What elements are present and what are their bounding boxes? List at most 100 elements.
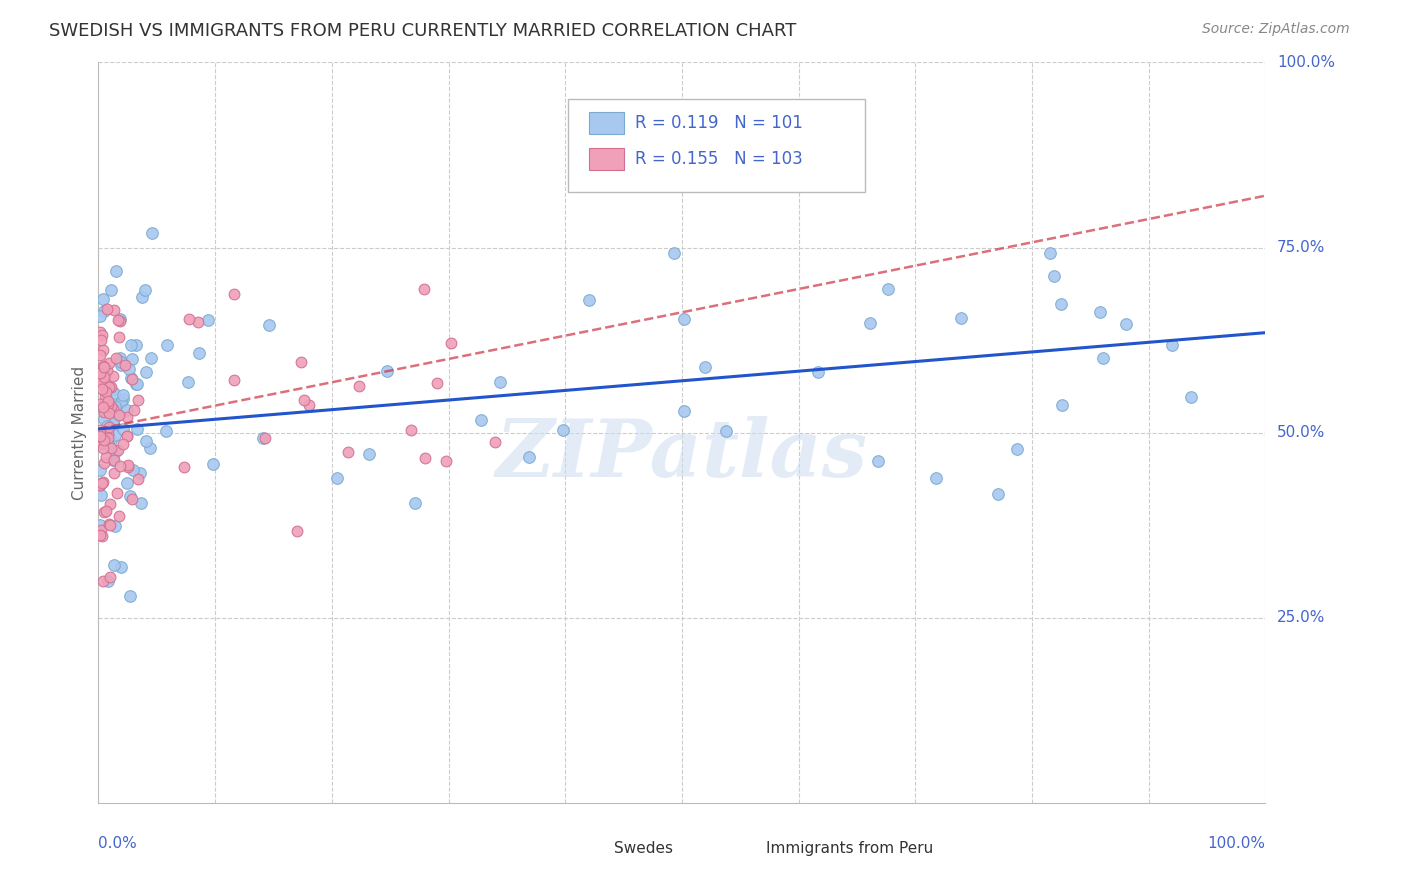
Point <box>693 359 716 374</box>
Point <box>110 459 132 474</box>
Text: 100.0%: 100.0% <box>1277 55 1336 70</box>
Point <box>110 351 132 365</box>
Point <box>117 459 139 474</box>
Point <box>104 428 127 442</box>
Point <box>100 441 122 455</box>
Point <box>103 386 125 401</box>
Point <box>97 396 120 410</box>
Point <box>96 425 118 440</box>
Point <box>93 368 115 383</box>
Point <box>412 282 434 296</box>
Point <box>866 454 889 468</box>
Point <box>90 333 112 347</box>
Point <box>859 316 882 330</box>
Point <box>107 408 129 422</box>
Point <box>101 453 124 467</box>
Point <box>551 423 574 437</box>
Point <box>121 372 143 386</box>
Point <box>108 509 131 524</box>
Point <box>89 325 111 339</box>
Point <box>187 315 209 329</box>
Point <box>325 471 347 485</box>
Point <box>94 385 117 400</box>
Point <box>89 423 111 437</box>
Point <box>673 403 696 417</box>
Point <box>118 589 141 603</box>
Point <box>93 405 115 419</box>
Point <box>96 450 118 464</box>
Point <box>115 403 138 417</box>
Point <box>97 437 120 451</box>
Point <box>89 375 111 389</box>
Point <box>96 503 118 517</box>
Point <box>91 574 114 588</box>
Point <box>484 434 506 449</box>
Point <box>104 264 127 278</box>
Point <box>94 389 117 403</box>
Point <box>107 442 129 457</box>
Point <box>127 472 149 486</box>
Point <box>662 245 685 260</box>
Point <box>93 304 115 318</box>
Point <box>1088 305 1111 319</box>
Point <box>1052 398 1074 412</box>
Point <box>91 441 114 455</box>
Point <box>127 376 149 391</box>
Point <box>188 346 211 360</box>
Point <box>673 312 696 326</box>
Point <box>110 355 132 369</box>
Point <box>135 434 157 448</box>
Point <box>176 376 198 390</box>
Point <box>125 421 148 435</box>
Point <box>91 292 114 306</box>
Point <box>93 505 115 519</box>
FancyBboxPatch shape <box>589 147 623 169</box>
Point <box>93 433 115 447</box>
Point <box>89 370 111 384</box>
Point <box>156 337 179 351</box>
Point <box>94 432 117 446</box>
FancyBboxPatch shape <box>589 112 623 135</box>
Point <box>252 431 274 445</box>
Point <box>108 329 131 343</box>
Point <box>129 466 152 480</box>
Point <box>100 497 122 511</box>
Point <box>125 376 148 391</box>
Point <box>100 383 122 397</box>
Point <box>89 429 111 443</box>
Point <box>1115 317 1137 331</box>
Point <box>115 476 138 491</box>
Point <box>1160 337 1182 351</box>
Point <box>1180 391 1202 405</box>
Point <box>90 487 112 501</box>
Point <box>413 450 436 465</box>
Point <box>118 362 141 376</box>
Point <box>121 491 143 506</box>
Point <box>517 450 540 464</box>
Point <box>108 312 131 326</box>
Point <box>253 431 276 445</box>
Point <box>100 283 122 297</box>
Point <box>285 524 308 539</box>
Point <box>97 406 120 420</box>
Point <box>101 401 124 416</box>
Point <box>89 478 111 492</box>
Point <box>118 489 141 503</box>
Point <box>127 393 149 408</box>
Point <box>122 402 145 417</box>
Point <box>222 287 245 301</box>
Point <box>399 423 422 437</box>
Point <box>110 395 132 409</box>
Point <box>97 426 120 441</box>
Point <box>89 366 111 380</box>
Point <box>120 371 142 385</box>
Point <box>89 517 111 532</box>
Text: 50.0%: 50.0% <box>1277 425 1326 440</box>
Text: 75.0%: 75.0% <box>1277 240 1326 255</box>
Point <box>89 372 111 386</box>
Point <box>100 404 122 418</box>
Point <box>111 421 134 435</box>
Point <box>470 413 492 427</box>
Point <box>117 409 139 424</box>
Point <box>93 411 115 425</box>
